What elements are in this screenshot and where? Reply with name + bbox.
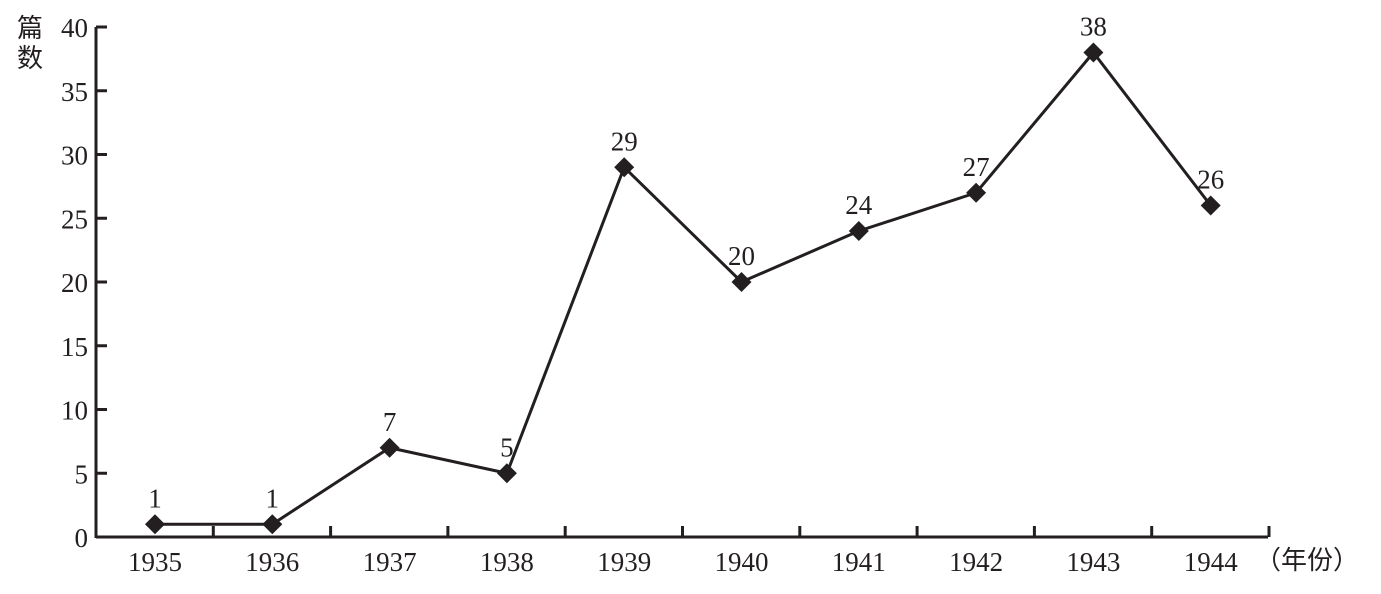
y-tick-label: 5 xyxy=(75,459,89,489)
y-tick-label: 15 xyxy=(61,332,88,362)
data-point-marker xyxy=(966,182,987,203)
x-axis: 1935 1936 1937 1938 1939 1940 1941 1942 1943 1944 xyxy=(96,526,1271,577)
data-label: 1 xyxy=(266,483,280,513)
y-tick-label: 25 xyxy=(61,204,88,234)
data-label: 20 xyxy=(728,241,755,271)
y-axis-title-char-2: 数 xyxy=(17,44,43,74)
y-tick-label: 0 xyxy=(75,523,89,553)
data-point-marker xyxy=(496,463,517,484)
data-label: 1 xyxy=(148,483,162,513)
data-point-marker xyxy=(614,157,635,178)
data-label: 24 xyxy=(845,190,873,220)
y-tick-label: 35 xyxy=(61,77,88,107)
y-tick-label: 40 xyxy=(61,13,88,43)
y-tick-label: 10 xyxy=(61,396,88,426)
data-label: 7 xyxy=(383,407,397,437)
data-label: 5 xyxy=(500,432,514,462)
x-tick-label: 1943 xyxy=(1066,547,1120,577)
y-axis: 0 5 10 15 20 25 30 35 40 xyxy=(61,13,107,553)
x-tick-label: 1937 xyxy=(363,547,417,577)
x-tick-label: 1938 xyxy=(480,547,534,577)
data-point-marker xyxy=(379,437,400,458)
data-labels: 1 1 7 5 29 20 24 27 38 26 xyxy=(148,12,1224,514)
data-label: 29 xyxy=(611,126,638,156)
y-tick-label: 20 xyxy=(61,268,88,298)
x-tick-label: 1941 xyxy=(832,547,886,577)
y-tick-label: 30 xyxy=(61,141,88,171)
data-point-marker xyxy=(1083,42,1104,63)
x-tick-label: 1942 xyxy=(949,547,1003,577)
x-tick-label: 1936 xyxy=(245,547,299,577)
data-point-marker xyxy=(1200,195,1221,216)
x-axis-title: （年份） xyxy=(1255,546,1359,576)
data-label: 26 xyxy=(1197,165,1224,195)
series-line xyxy=(155,50,1212,526)
data-point-marker xyxy=(145,514,165,535)
data-point-marker xyxy=(848,221,869,241)
x-tick-label: 1944 xyxy=(1184,547,1239,577)
y-axis-title-char-1: 篇 xyxy=(17,14,43,44)
x-tick-label: 1939 xyxy=(597,547,651,577)
x-tick-label: 1935 xyxy=(128,547,182,577)
data-point-marker xyxy=(262,514,283,535)
series-group xyxy=(145,42,1221,535)
data-label: 27 xyxy=(963,152,990,182)
x-tick-label: 1940 xyxy=(715,547,769,577)
data-label: 38 xyxy=(1080,12,1107,42)
data-point-marker xyxy=(731,272,752,292)
